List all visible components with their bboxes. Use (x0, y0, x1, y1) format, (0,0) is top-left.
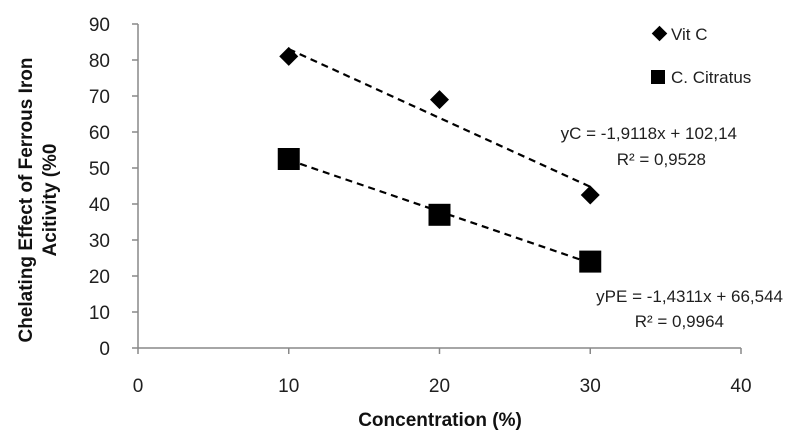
y-tick-label: 80 (89, 51, 110, 72)
y-tick-label: 0 (99, 339, 110, 360)
legend-label-vit-c: Vit C (671, 25, 708, 44)
data-points (277, 46, 602, 273)
y-axis-title-line-1: Chelating Effect of Ferrous Iron (16, 57, 37, 342)
legend-label-c-citratus: C. Citratus (671, 68, 751, 87)
point-vit-c (279, 46, 299, 66)
x-tick-label: 20 (429, 376, 450, 397)
legend-marker-c-citratus (651, 70, 665, 84)
r2-vit-c: R² = 0,9528 (617, 150, 706, 169)
trendline-vit-c (288, 48, 591, 188)
y-axis-title: Chelating Effect of Ferrous Iron Acitivi… (16, 57, 61, 342)
point-vit-c (430, 90, 449, 110)
trendline-equations: yC = -1,9118x + 102,14 R² = 0,9528 yPE =… (561, 124, 783, 331)
x-axis-title: Concentration (%) (358, 410, 522, 431)
y-tick-label: 70 (89, 87, 110, 108)
legend-marker-vit-c (651, 25, 668, 42)
point-c-citratus (428, 203, 451, 226)
x-tick-label: 10 (278, 376, 299, 397)
y-tick-label: 20 (89, 267, 110, 288)
y-tick-label: 40 (89, 195, 110, 216)
y-tick-label: 30 (89, 231, 110, 252)
point-c-citratus (579, 250, 602, 273)
point-vit-c (580, 185, 600, 205)
y-axis-title-line-2: Acitivity (%0 (40, 144, 61, 257)
point-c-citratus (277, 148, 300, 170)
legend: Vit C C. Citratus (651, 25, 751, 87)
equation-c-citratus: yPE = -1,4311x + 66,544 (596, 287, 783, 306)
trendlines (288, 48, 591, 265)
x-tick-label: 0 (133, 376, 144, 397)
y-tick-label: 60 (89, 123, 110, 144)
r2-c-citratus: R² = 0,9964 (635, 312, 724, 331)
x-tick-labels: 0 10 20 30 40 (133, 348, 752, 397)
y-tick-label: 10 (89, 303, 110, 324)
x-tick-label: 40 (730, 376, 751, 397)
y-tick-labels: 0 10 20 30 40 50 60 70 80 90 (89, 15, 138, 360)
y-tick-label: 50 (89, 159, 110, 180)
equation-vit-c: yC = -1,9118x + 102,14 (561, 124, 737, 143)
x-tick-label: 30 (580, 376, 601, 397)
y-tick-label: 90 (89, 15, 110, 36)
